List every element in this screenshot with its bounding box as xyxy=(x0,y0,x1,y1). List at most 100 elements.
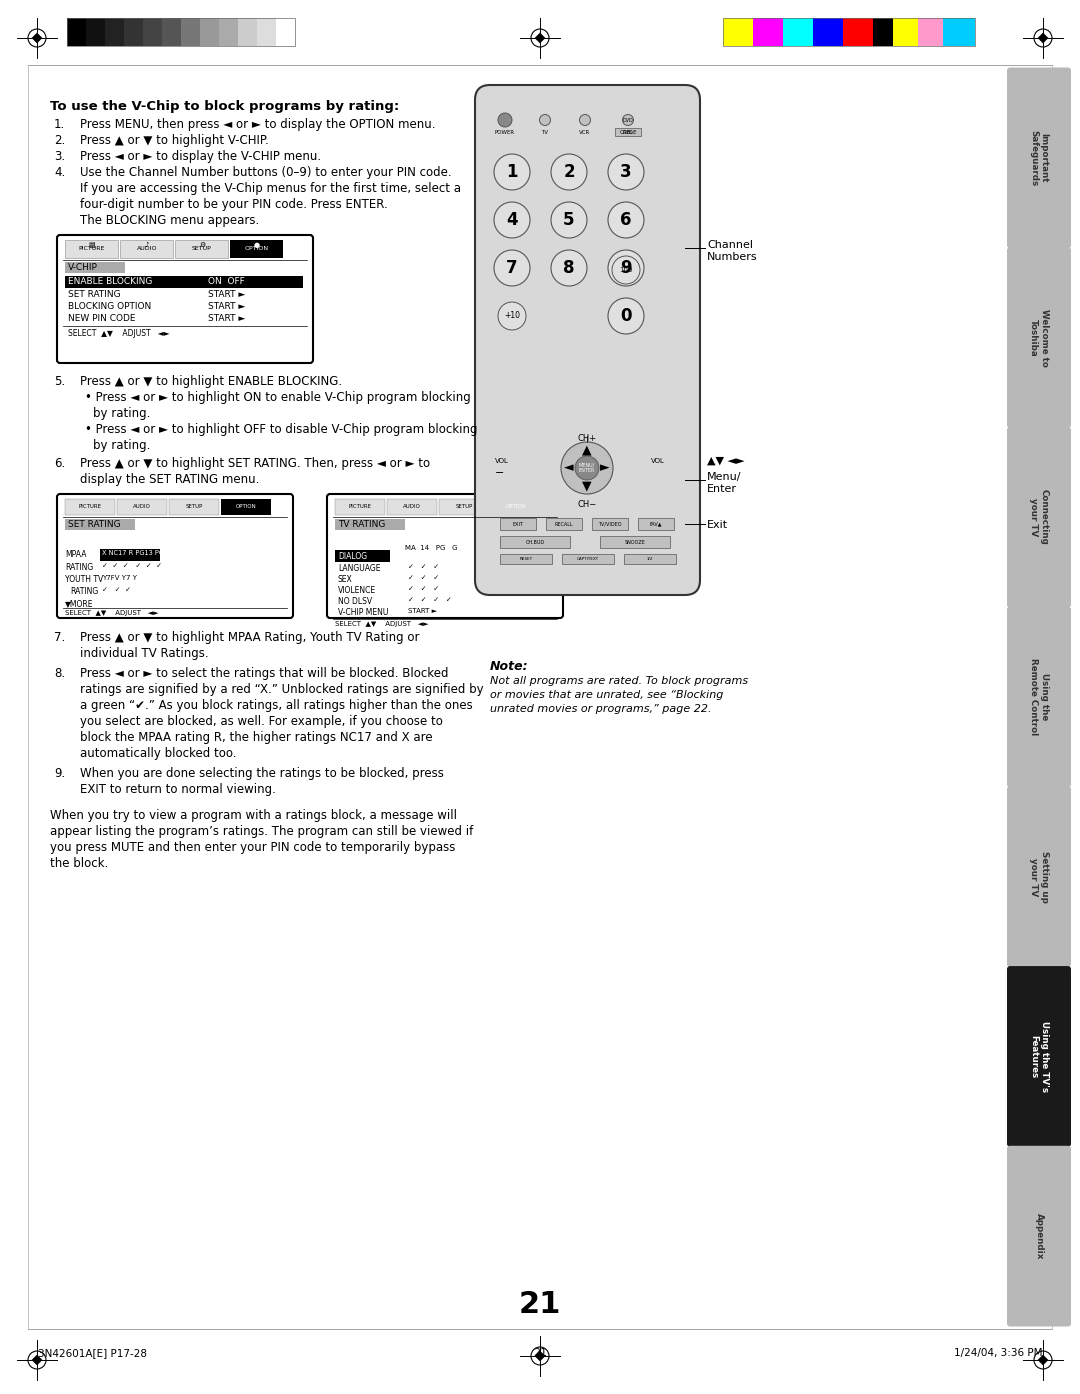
Circle shape xyxy=(580,114,591,125)
Bar xyxy=(753,18,783,46)
Text: 9.: 9. xyxy=(54,767,65,781)
FancyBboxPatch shape xyxy=(1007,67,1071,248)
Text: SELECT  ▲▼    ADJUST   ◄►: SELECT ▲▼ ADJUST ◄► xyxy=(68,329,170,337)
Text: To use the V-Chip to block programs by rating:: To use the V-Chip to block programs by r… xyxy=(50,100,400,113)
Bar xyxy=(100,549,160,560)
Text: VOL: VOL xyxy=(651,459,665,464)
Text: TV/VIDEO: TV/VIDEO xyxy=(598,521,622,527)
Bar xyxy=(500,519,536,530)
Text: Press ◄ or ► to display the V-CHIP menu.: Press ◄ or ► to display the V-CHIP menu. xyxy=(80,151,321,163)
Bar xyxy=(918,18,943,46)
Text: Welcome to
Toshiba: Welcome to Toshiba xyxy=(1029,308,1049,367)
Text: AUDIO: AUDIO xyxy=(133,505,151,509)
Text: SETUP: SETUP xyxy=(192,247,212,251)
Text: Channel: Channel xyxy=(707,240,753,250)
Text: Using the
Remote Control: Using the Remote Control xyxy=(1029,658,1049,736)
Text: 1.: 1. xyxy=(54,118,65,131)
Text: Using the TV's
Features: Using the TV's Features xyxy=(1029,1020,1049,1092)
Text: 7: 7 xyxy=(507,259,517,277)
Text: When you are done selecting the ratings to be blocked, press: When you are done selecting the ratings … xyxy=(80,767,444,781)
Text: DVD: DVD xyxy=(623,118,633,123)
Circle shape xyxy=(612,256,640,284)
Text: 8: 8 xyxy=(564,259,575,277)
Bar xyxy=(335,519,405,530)
Text: by rating.: by rating. xyxy=(93,439,150,452)
Text: SELECT  ▲▼    ADJUST   ◄►: SELECT ▲▼ ADJUST ◄► xyxy=(335,620,429,627)
Text: 6: 6 xyxy=(620,210,632,229)
Text: Press ◄ or ► to select the ratings that will be blocked. Blocked: Press ◄ or ► to select the ratings that … xyxy=(80,666,448,680)
Bar xyxy=(181,18,200,46)
Bar xyxy=(219,18,238,46)
Text: • Press ◄ or ► to highlight ON to enable V-Chip program blocking: • Press ◄ or ► to highlight ON to enable… xyxy=(85,390,471,404)
Bar xyxy=(120,240,173,258)
Circle shape xyxy=(494,153,530,190)
Text: V-CHIP: V-CHIP xyxy=(68,263,98,272)
FancyBboxPatch shape xyxy=(57,493,293,618)
Bar xyxy=(723,18,975,46)
Text: 0: 0 xyxy=(620,307,632,325)
Text: 3.: 3. xyxy=(54,151,65,163)
Bar xyxy=(105,18,124,46)
Text: four-digit number to be your PIN code. Press ENTER.: four-digit number to be your PIN code. P… xyxy=(80,198,388,210)
Circle shape xyxy=(498,302,526,330)
Bar xyxy=(387,499,437,514)
Text: by rating.: by rating. xyxy=(93,407,150,420)
Bar xyxy=(230,240,283,258)
Text: Enter: Enter xyxy=(707,484,737,493)
Text: ►: ► xyxy=(600,461,610,474)
Circle shape xyxy=(622,114,634,125)
Bar xyxy=(638,519,674,530)
Text: When you try to view a program with a ratings block, a message will: When you try to view a program with a ra… xyxy=(50,809,457,822)
Text: • Press ◄ or ► to highlight OFF to disable V-Chip program blocking: • Press ◄ or ► to highlight OFF to disab… xyxy=(85,422,477,436)
Text: Setting up
your TV: Setting up your TV xyxy=(1029,850,1049,903)
Bar xyxy=(67,18,86,46)
Text: YOUTH TV: YOUTH TV xyxy=(65,574,104,584)
Text: AUDIO: AUDIO xyxy=(137,247,158,251)
Text: ▲▼ ◄►: ▲▼ ◄► xyxy=(707,456,744,466)
Bar xyxy=(491,499,541,514)
Bar xyxy=(723,18,753,46)
Text: ✓   ✓   ✓: ✓ ✓ ✓ xyxy=(408,585,440,592)
Bar xyxy=(67,18,295,46)
Text: 4: 4 xyxy=(507,210,517,229)
Text: OPTION: OPTION xyxy=(505,505,526,509)
Text: CH−: CH− xyxy=(578,500,596,509)
Bar xyxy=(813,18,843,46)
Text: NEW PIN CODE: NEW PIN CODE xyxy=(68,314,135,323)
Text: appear listing the program’s ratings. The program can still be viewed if: appear listing the program’s ratings. Th… xyxy=(50,825,473,838)
FancyBboxPatch shape xyxy=(327,493,563,618)
Text: unrated movies or programs,” page 22.: unrated movies or programs,” page 22. xyxy=(490,704,712,714)
Text: automatically blocked too.: automatically blocked too. xyxy=(80,747,237,760)
FancyBboxPatch shape xyxy=(1007,966,1071,1147)
Text: ✓   ✓   ✓: ✓ ✓ ✓ xyxy=(408,565,440,570)
Text: Press ▲ or ▼ to highlight ENABLE BLOCKING.: Press ▲ or ▼ to highlight ENABLE BLOCKIN… xyxy=(80,375,342,388)
Bar xyxy=(168,499,219,514)
Bar xyxy=(86,18,105,46)
Circle shape xyxy=(561,442,613,493)
Text: LANGUAGE: LANGUAGE xyxy=(338,565,380,573)
Text: Connecting
your TV: Connecting your TV xyxy=(1029,489,1049,545)
Text: MA  14   PG   G: MA 14 PG G xyxy=(405,545,458,551)
Bar xyxy=(624,553,676,565)
Text: If you are accessing the V-Chip menus for the first time, select a: If you are accessing the V-Chip menus fo… xyxy=(80,183,461,195)
Text: VIOLENCE: VIOLENCE xyxy=(338,585,376,595)
Text: CABLE: CABLE xyxy=(619,130,637,135)
FancyBboxPatch shape xyxy=(57,236,313,362)
Bar xyxy=(65,240,118,258)
Bar xyxy=(500,537,570,548)
Text: The BLOCKING menu appears.: The BLOCKING menu appears. xyxy=(80,215,259,227)
Circle shape xyxy=(608,298,644,335)
Text: display the SET RATING menu.: display the SET RATING menu. xyxy=(80,473,259,487)
Text: RESET: RESET xyxy=(519,558,532,560)
Text: RATING: RATING xyxy=(70,587,98,597)
Text: CH+: CH+ xyxy=(578,434,596,443)
Text: ♪: ♪ xyxy=(145,243,149,248)
Polygon shape xyxy=(535,32,545,43)
Text: 9: 9 xyxy=(620,259,632,277)
Bar xyxy=(257,18,276,46)
Text: EXIT: EXIT xyxy=(513,521,524,527)
Bar xyxy=(117,499,167,514)
Text: PICTURE: PICTURE xyxy=(79,247,105,251)
Bar xyxy=(592,519,627,530)
Text: SET RATING: SET RATING xyxy=(68,520,121,528)
